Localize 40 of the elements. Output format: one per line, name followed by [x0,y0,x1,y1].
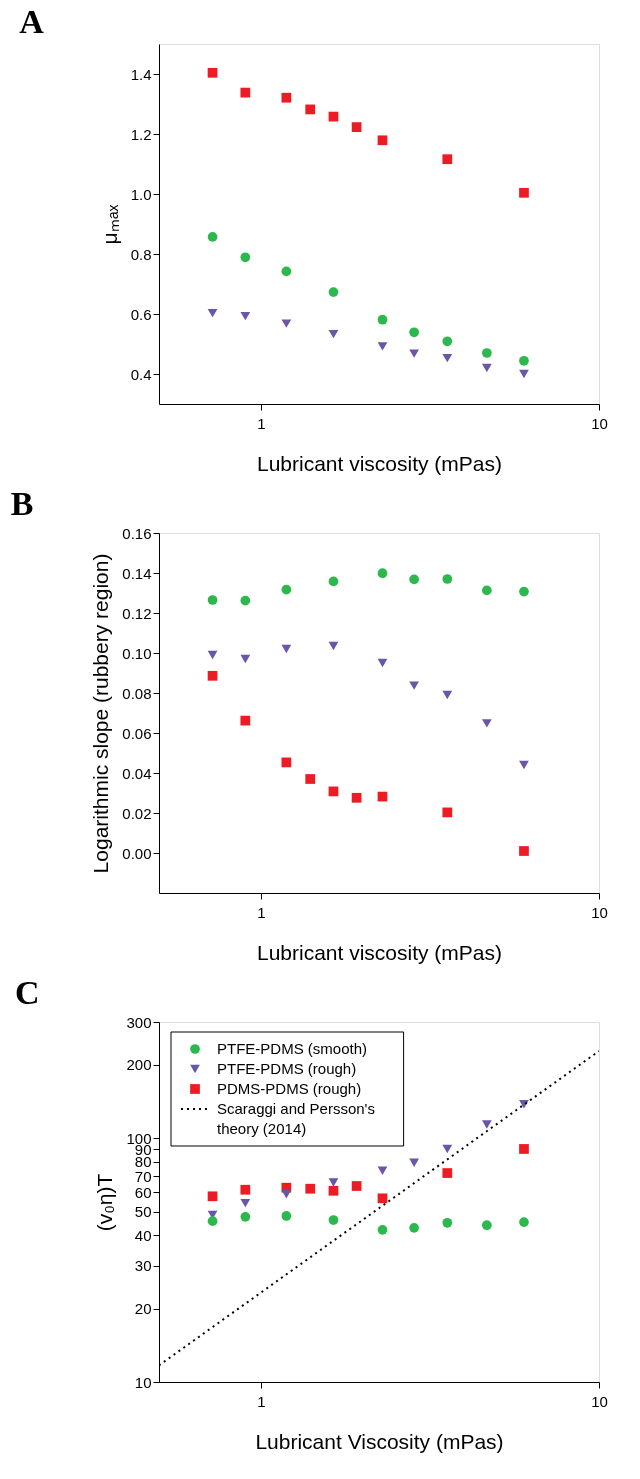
y-tick-label: 0.02 [122,804,152,822]
legend-label: Scaraggi and Persson's theory (2014) [217,1100,375,1137]
y-tick-label: 0.08 [122,684,152,702]
y-tick-label: 0.16 [122,524,152,542]
y-axis-title: Logarithmic slope (rubbery region) [89,553,113,874]
y-tick-label: 50 [134,1203,152,1221]
y-tick-label: 0.6 [130,305,152,323]
y-tick-label: 0.12 [122,604,152,622]
x-tick-label: 1 [257,903,266,921]
y-tick-label: 0.00 [122,844,152,862]
y-tick-label: 0.14 [122,564,152,582]
y-tick-label: 0.8 [130,245,152,263]
chart-title: A [19,3,45,40]
y-tick-label: 0.04 [122,764,152,782]
y-tick-label: 200 [126,1056,152,1074]
legend-label: PTFE-PDMS (smooth) [217,1040,368,1057]
y-tick-label: 0.10 [122,644,152,662]
y-tick-label: 70 [134,1167,152,1185]
x-axis-title: Lubricant viscosity (mPas) [256,451,503,475]
x-axis-title: Lubricant viscosity (mPas) [256,940,503,964]
legend-label: PDMS-PDMS (rough) [217,1080,362,1097]
y-tick-label: 1.4 [130,65,152,83]
y-tick-label: 60 [134,1183,152,1201]
y-tick-label: 1.2 [130,125,152,143]
chart-title: B [10,485,34,522]
y-tick-label: 10 [134,1373,152,1391]
x-tick-label: 1 [257,1392,266,1410]
chart-title: C [14,974,40,1011]
y-tick-label: 0.06 [122,724,152,742]
y-tick-label: 20 [134,1300,152,1318]
y-tick-label: 0.4 [130,365,152,383]
legend-label: PTFE-PDMS (rough) [217,1060,357,1077]
y-tick-label: 1.0 [130,185,152,203]
y-tick-label: 40 [134,1226,152,1244]
x-axis-title: Lubricant Viscosity (mPas) [255,1429,504,1453]
y-tick-label: 300 [126,1013,152,1031]
y-axis-title: μₘₐₓ [97,204,121,245]
x-tick-label: 1 [257,414,266,432]
y-tick-label: 30 [134,1257,152,1275]
y-axis-title: (v₀η)T [93,1173,117,1232]
